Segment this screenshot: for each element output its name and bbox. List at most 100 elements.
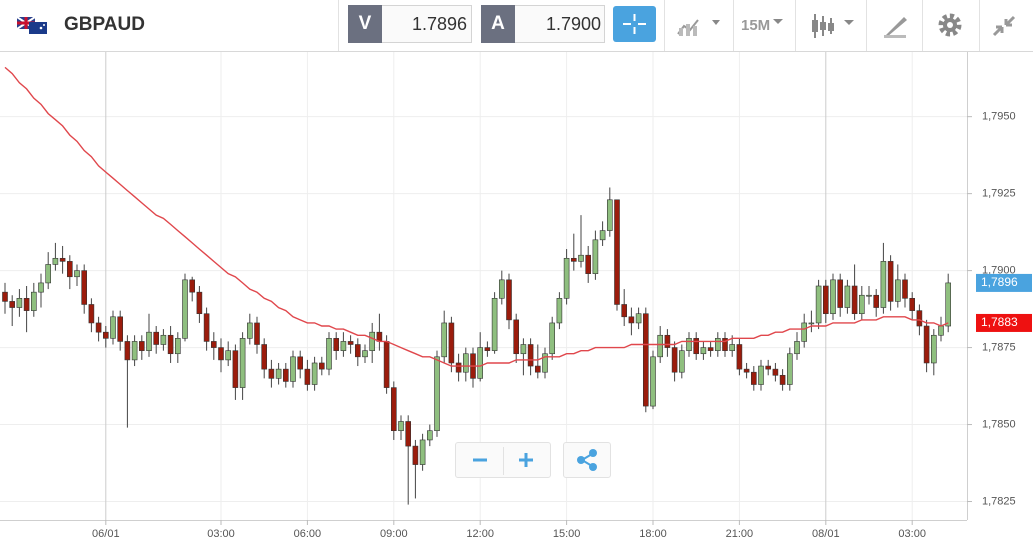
candle-body <box>657 334 664 358</box>
candle-body <box>635 313 642 324</box>
share-button[interactable] <box>563 442 611 478</box>
candle-body <box>117 316 123 342</box>
y-tick-label: 1,7900 <box>982 265 1016 277</box>
sell-price[interactable]: 1.7896 <box>412 14 468 34</box>
zoom-icons <box>473 447 533 475</box>
candle-body <box>815 285 822 324</box>
candle-body <box>239 338 246 388</box>
collapse-button[interactable] <box>991 13 1019 39</box>
candle-body <box>671 347 678 373</box>
candle-body <box>542 353 548 373</box>
candle-body <box>779 374 786 385</box>
candle-body <box>455 362 462 373</box>
candle-body <box>477 347 484 379</box>
candle-body <box>398 421 404 432</box>
x-tick-label: 03:00 <box>898 528 926 540</box>
crosshair-button[interactable] <box>613 6 656 42</box>
candle-body <box>642 313 649 407</box>
candle-body <box>139 341 145 351</box>
x-tick-label: 06/01 <box>92 528 120 540</box>
candle-body <box>189 279 195 293</box>
x-tick-label: 12:00 <box>466 528 494 540</box>
candle-body <box>513 319 520 355</box>
toolbar: GBPAUD V 1.7896 A 1.7900 15M <box>0 0 1033 52</box>
settings-button[interactable] <box>937 12 965 40</box>
candle-body <box>304 368 311 385</box>
candle-body <box>628 316 635 324</box>
candle-body <box>9 301 15 308</box>
candle-body <box>275 368 282 379</box>
candle-body <box>326 338 332 370</box>
candle-body <box>412 445 419 465</box>
candle-body <box>945 282 952 327</box>
candle-body <box>110 316 116 339</box>
y-tick-label: 1,7950 <box>982 111 1016 123</box>
candle-body <box>556 298 563 324</box>
candle-body <box>585 254 592 274</box>
candle-body <box>563 257 570 299</box>
x-tick-label: 03:00 <box>207 528 235 540</box>
candle-body <box>722 338 728 351</box>
candle-body <box>441 322 448 358</box>
indicator-button[interactable] <box>676 14 724 38</box>
buy-price[interactable]: 1.7900 <box>546 14 602 34</box>
candle-body <box>419 439 426 465</box>
x-tick-label: 18:00 <box>639 528 667 540</box>
candle-body <box>837 279 844 308</box>
candle-body <box>693 338 700 355</box>
candle-body <box>750 371 757 385</box>
drawing-button[interactable] <box>882 13 910 39</box>
candle-body <box>81 270 87 305</box>
candle-body <box>74 270 80 278</box>
timeframe[interactable]: 15M <box>741 17 771 34</box>
candle-body <box>30 291 37 311</box>
candle-body <box>247 322 253 339</box>
buy-label[interactable]: A <box>481 5 515 43</box>
candle-body <box>146 331 152 351</box>
candle-body <box>225 350 231 361</box>
sell-label[interactable]: V <box>348 5 382 43</box>
candle-body <box>311 362 318 385</box>
candle-body <box>498 279 505 299</box>
candle-body <box>390 387 397 432</box>
candle-body <box>743 368 750 373</box>
candle-body <box>902 279 908 299</box>
candle-body <box>650 356 656 407</box>
candle-body <box>354 344 361 358</box>
candle-body <box>462 353 469 373</box>
candle-body <box>844 285 851 308</box>
candle-body <box>765 365 772 370</box>
candle-body <box>786 353 793 385</box>
candle-body <box>290 356 296 382</box>
candle-body <box>203 313 210 342</box>
chart-type-button[interactable] <box>810 12 858 40</box>
candle-body <box>506 279 512 321</box>
x-tick-label: 06:00 <box>294 528 322 540</box>
candle-body <box>714 338 721 351</box>
chart: 1,7825 1,7850 1,7875 1,7900 1,7925 1,7950 06/0… <box>0 52 1032 540</box>
candle-body <box>347 341 354 345</box>
candle-body <box>131 341 138 361</box>
candle-body <box>38 282 44 293</box>
dropdown-arrow[interactable] <box>772 14 786 28</box>
candle-body <box>599 230 606 241</box>
candle-body <box>153 331 159 345</box>
candle-body <box>729 344 736 351</box>
candle-body <box>59 257 66 262</box>
candle-body <box>52 257 59 265</box>
x-tick-label: 15:00 <box>553 528 581 540</box>
candle-body <box>700 347 707 355</box>
candle-body <box>2 291 8 302</box>
candle-body <box>830 279 836 315</box>
symbol: GBPAUD <box>64 14 145 35</box>
candle-body <box>758 365 764 385</box>
candle-body <box>23 298 30 311</box>
x-tick-label: 08/01 <box>812 528 840 540</box>
candle-body <box>318 362 325 370</box>
candle-body <box>282 368 289 382</box>
candle-body <box>909 298 916 311</box>
candle-body <box>67 261 73 278</box>
candle-body <box>578 254 584 262</box>
y-tick-label: 1,7850 <box>982 418 1016 430</box>
